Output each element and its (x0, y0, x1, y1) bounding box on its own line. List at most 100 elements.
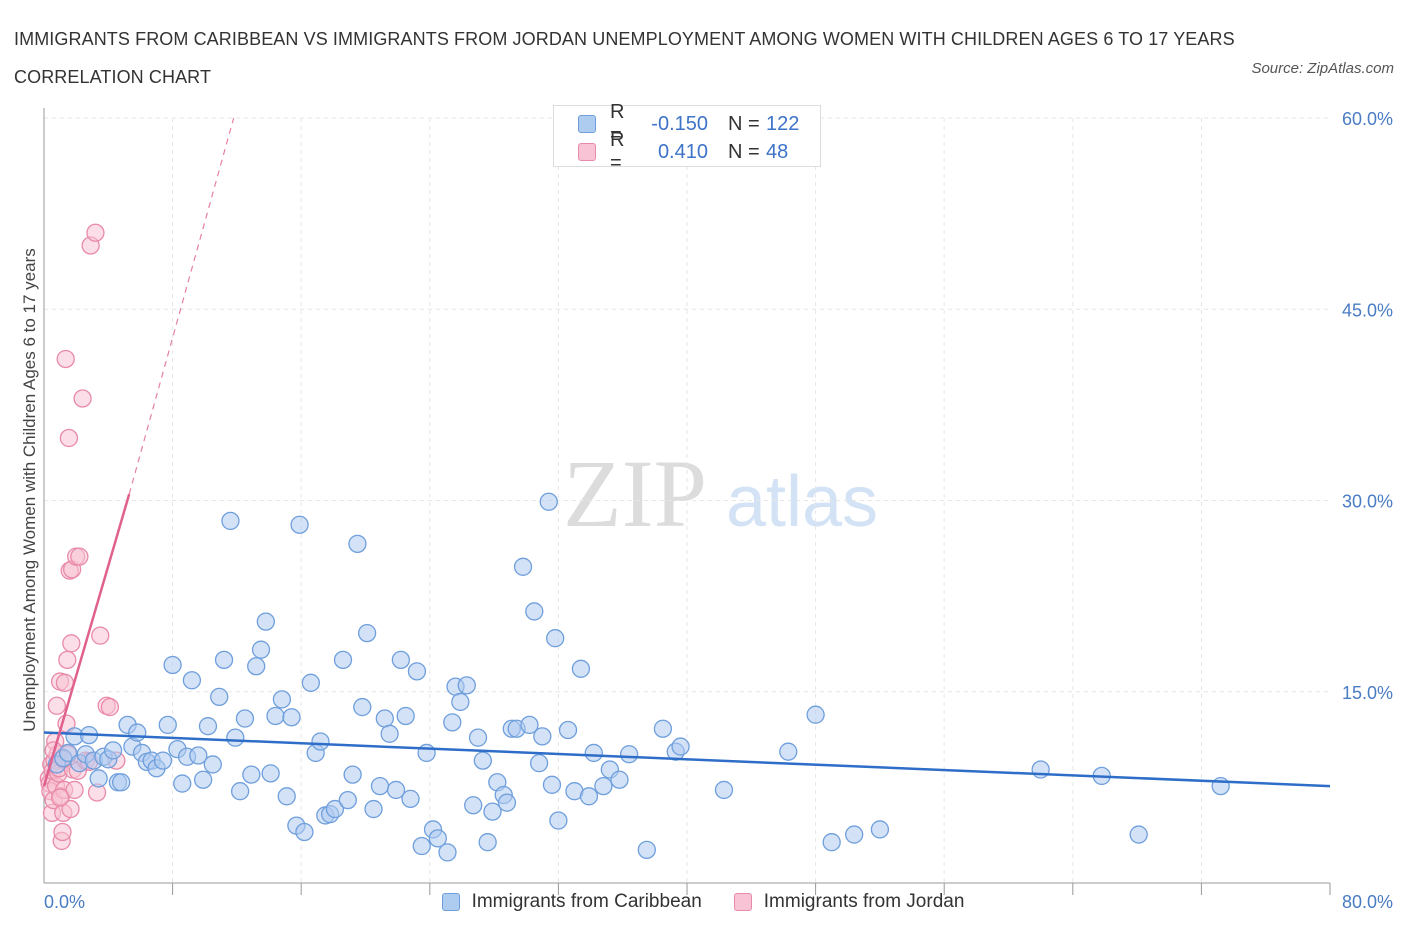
tick-labels: 15.0% 30.0% 45.0% 60.0% 0.0% 80.0% (44, 109, 1393, 912)
caribbean-point (497, 793, 517, 812)
y-tick-label: 30.0% (1342, 492, 1393, 512)
jordan-point (65, 780, 84, 800)
caribbean-point (438, 843, 457, 862)
jordan-trend-extension (128, 117, 235, 495)
y-tick-label: 45.0% (1342, 300, 1393, 320)
caribbean-point (407, 662, 427, 681)
caribbean-point (822, 833, 841, 852)
caribbean-trend-line (43, 731, 1331, 788)
caribbean-point (357, 623, 377, 643)
caribbean-point (163, 655, 182, 675)
caribbean-point (277, 787, 296, 806)
correlation-legend: R = -0.150 N = 122 R = 0.410 N = 48 (553, 101, 821, 174)
caribbean-point (282, 708, 301, 727)
caribbean-point (443, 713, 462, 732)
source-label: Source: ZipAtlas.com (1251, 60, 1394, 77)
caribbean-point (1129, 825, 1148, 844)
y-tick-label: 60.0% (1342, 109, 1393, 129)
caribbean-point (542, 775, 562, 794)
caribbean-point (391, 650, 411, 670)
caribbean-point (230, 782, 250, 801)
caribbean-point (571, 659, 591, 678)
caribbean-point (338, 790, 357, 810)
caribbean-point (584, 743, 603, 763)
jordan-point (100, 697, 120, 717)
caribbean-point (242, 765, 261, 784)
caribbean-point (203, 755, 222, 774)
jordan-point (70, 547, 89, 566)
axes (43, 108, 1331, 895)
caribbean-point (464, 796, 483, 815)
r-value-caribbean: -0.150 (651, 112, 708, 135)
jordan-point (47, 696, 67, 715)
jordan-point (58, 650, 77, 670)
caribbean-point (214, 650, 234, 670)
caribbean-point (370, 776, 390, 796)
caribbean-point (343, 765, 362, 784)
series-legend: Immigrants from Caribbean Immigrants fro… (0, 888, 1406, 916)
caribbean-point (533, 727, 552, 746)
caribbean-point (128, 723, 147, 742)
caribbean-point (333, 650, 353, 670)
jordan-point (55, 673, 75, 692)
x-tick-label: 0.0% (44, 892, 85, 912)
jordan-point (53, 822, 72, 842)
caribbean-point (619, 745, 639, 764)
legend-label-caribbean: Immigrants from Caribbean (471, 891, 702, 912)
caribbean-point (272, 690, 292, 709)
caribbean-point (266, 706, 285, 726)
caribbean-point (311, 732, 330, 751)
jordan-point (86, 223, 105, 242)
caribbean-point (295, 822, 314, 842)
caribbean-point (173, 774, 192, 793)
legend-item-jordan: Immigrants from Jordan (733, 891, 965, 913)
watermark-atlas: atlas (726, 462, 878, 542)
chart-title: IMMIGRANTS FROM CARIBBEAN VS IMMIGRANTS … (14, 29, 1235, 87)
caribbean-point (457, 676, 476, 695)
caribbean-point (610, 770, 629, 789)
caribbean-point (189, 746, 208, 765)
watermark-zip: ZIP (563, 440, 707, 547)
caribbean-point (364, 799, 383, 819)
caribbean-point (353, 697, 372, 717)
n-value-caribbean: 122 (766, 112, 800, 135)
caribbean-point (103, 741, 123, 760)
caribbean-point (380, 724, 399, 743)
caribbean-point (870, 820, 890, 839)
caribbean-point (451, 692, 470, 712)
caribbean-point (158, 715, 177, 735)
caribbean-point (112, 773, 131, 792)
caribbean-swatch (578, 115, 596, 133)
caribbean-point (637, 840, 656, 859)
caribbean-point (348, 534, 367, 553)
caribbean-point (468, 728, 488, 747)
caribbean-point (478, 833, 497, 852)
jordan-trend-line (42, 493, 131, 787)
x-tick-label: 80.0% (1342, 892, 1393, 912)
caribbean-point (247, 657, 266, 676)
r-value-jordan: 0.410 (657, 140, 708, 163)
jordan-point (62, 634, 81, 653)
jordan-legend-swatch (733, 893, 752, 911)
jordan-point (61, 799, 80, 819)
caribbean-point (594, 776, 613, 796)
caribbean-legend-swatch (441, 893, 460, 911)
caribbean-point (375, 709, 394, 728)
jordan-point (50, 788, 70, 807)
caribbean-point (779, 742, 798, 761)
caribbean-point (473, 751, 492, 770)
legend-row-caribbean: R = -0.150 N = 122 (578, 101, 800, 146)
caribbean-point (539, 492, 558, 511)
jordan-point (56, 349, 75, 369)
caribbean-point (290, 515, 309, 534)
caribbean-point (558, 720, 578, 740)
legend-label-jordan: Immigrants from Jordan (763, 891, 965, 912)
caribbean-point (653, 719, 673, 738)
caribbean-point (325, 799, 345, 819)
r-label: R = (610, 101, 625, 146)
caribbean-point (483, 802, 502, 821)
legend-row-jordan: R = 0.410 N = 48 (578, 129, 788, 174)
caribbean-point (261, 764, 280, 783)
caribbean-point (549, 811, 568, 830)
